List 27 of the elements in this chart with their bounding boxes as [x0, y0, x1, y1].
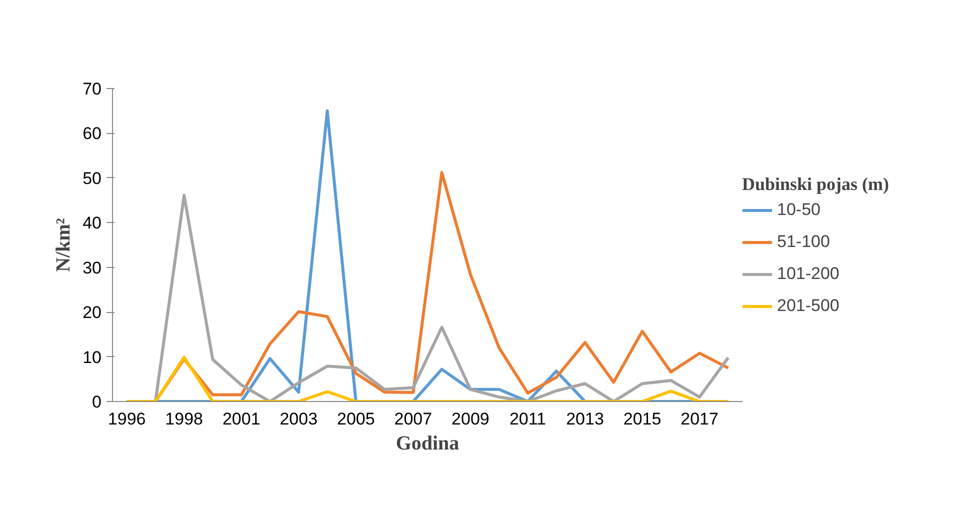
y-tick-label: 0 [92, 392, 102, 412]
x-tick-label: 2013 [566, 410, 604, 428]
line-series [125, 356, 730, 402]
y-tick-label: 70 [82, 80, 102, 98]
x-tick-label: 1998 [165, 410, 204, 428]
x-tick-label: 2007 [394, 410, 432, 428]
y-tick-label: 20 [82, 303, 102, 322]
x-tick-label: 2003 [280, 410, 318, 428]
legend-label: 51-100 [777, 232, 830, 252]
x-tick-label: 2015 [623, 410, 662, 428]
legend-title: Dubinski pojas (m) [742, 174, 890, 194]
x-tick-label: 1996 [108, 410, 146, 428]
y-tick-label: 30 [82, 258, 102, 278]
y-tick-label: 40 [82, 214, 102, 233]
legend-label: 10-50 [777, 200, 820, 220]
x-tick-label: 2017 [680, 410, 718, 428]
x-tick-label: 2005 [337, 410, 375, 428]
y-tick-label: 10 [82, 348, 102, 367]
y-tick-label: 60 [82, 124, 102, 144]
x-tick-label: 2001 [222, 410, 260, 428]
legend-label: 201-500 [777, 296, 840, 316]
x-axis-title: Godina [396, 432, 460, 454]
x-tick-label: 2009 [452, 410, 490, 428]
legend-label: 101-200 [777, 264, 840, 284]
x-tick-label: 2011 [509, 410, 546, 428]
y-tick-label: 50 [82, 168, 102, 188]
y-axis-title: N/km² [52, 218, 75, 272]
